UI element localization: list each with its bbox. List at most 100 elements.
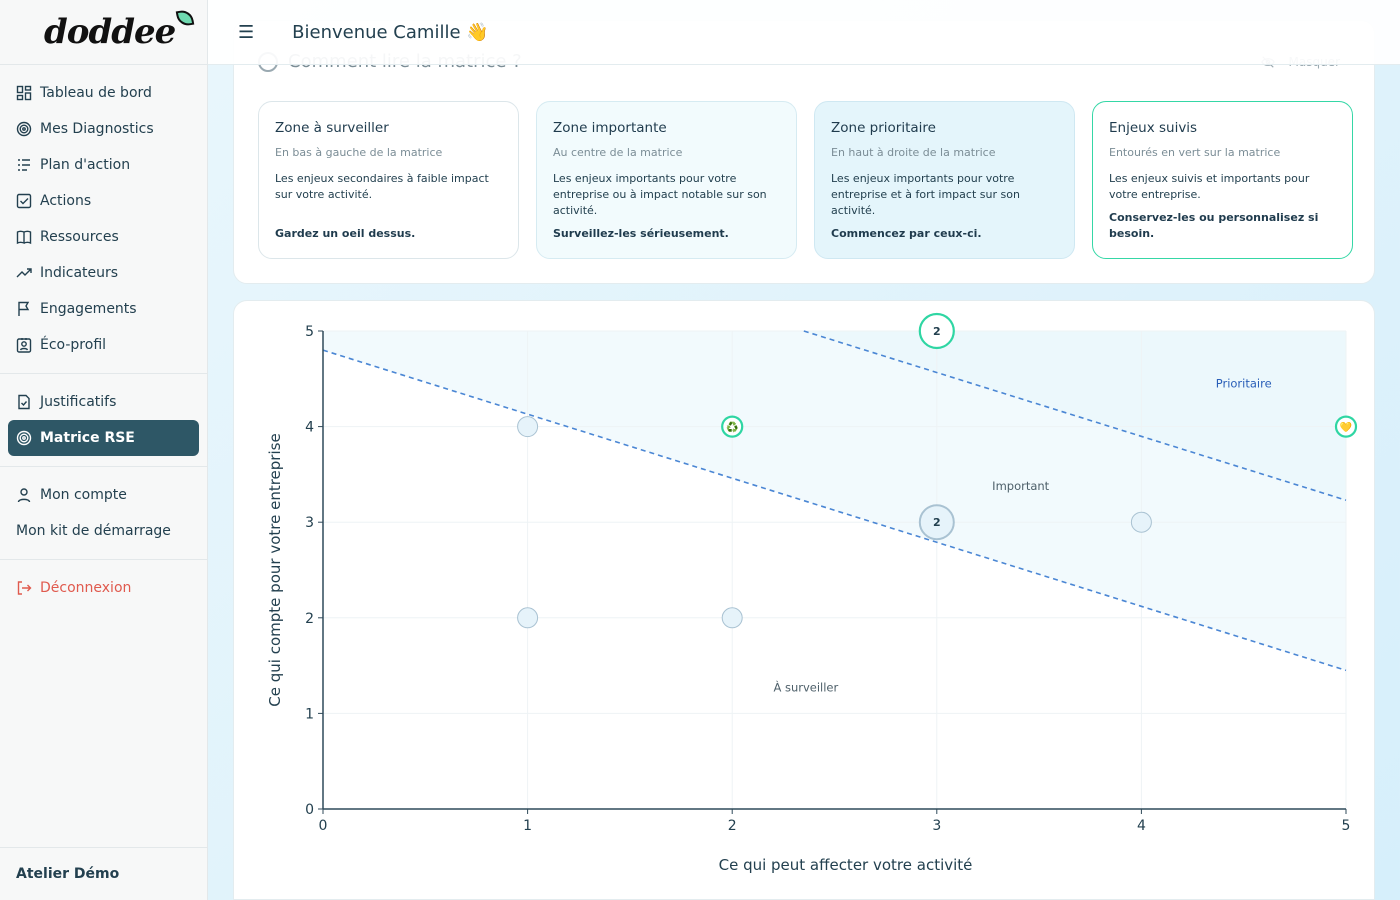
zone-label: Important	[992, 479, 1050, 493]
zone-card-importante: Zone importante Au centre de la matrice …	[536, 101, 797, 259]
tracked-issue-bubble[interactable]	[918, 312, 955, 350]
top-header: ☰ Bienvenue Camille 👋	[208, 0, 1400, 65]
rse-matrix-card: 0 1 2 3 4 5 0 1 2 3 4 5 Ce qui peut affecter votre a…	[233, 300, 1375, 900]
logout-button[interactable]: Déconnexion	[8, 570, 199, 606]
zone-title: Zone prioritaire	[831, 120, 936, 136]
organization-name[interactable]: Atelier Démo	[0, 847, 207, 900]
zone-title: Zone importante	[553, 120, 667, 136]
logout-label: Déconnexion	[40, 580, 132, 596]
sidebar-item-engagements[interactable]: Engagements	[8, 291, 199, 327]
sidebar-item-indicateurs[interactable]: Indicateurs	[8, 255, 199, 291]
document-icon	[16, 394, 32, 410]
logout-nav: Déconnexion	[0, 560, 207, 616]
logo-text: doddee	[44, 12, 176, 52]
x-tick-label: 4	[1137, 818, 1146, 834]
sidebar-item-kit-demarrage[interactable]: Mon kit de démarrage	[8, 513, 199, 549]
sidebar-item-matrice-rse[interactable]: Matrice RSE	[8, 420, 199, 456]
bubble-count-label: 2	[933, 516, 941, 529]
sidebar-item-label: Matrice RSE	[40, 430, 135, 446]
threshold-line	[322, 349, 1347, 672]
issue-bubble[interactable]	[1130, 511, 1152, 533]
flag-icon	[16, 301, 32, 317]
x-tick-label: 0	[319, 818, 328, 834]
sidebar-item-plan-d-action[interactable]: Plan d'action	[8, 147, 199, 183]
zone-label: Prioritaire	[1216, 377, 1272, 391]
x-tick-label: 3	[932, 818, 941, 834]
target-icon	[16, 430, 32, 446]
y-tick-label: 4	[305, 420, 314, 436]
account-nav: Mon compte Mon kit de démarrage	[0, 467, 207, 560]
sidebar-item-label: Mon compte	[40, 487, 127, 503]
y-tick-label: 1	[305, 706, 314, 722]
zone-title: Zone à surveiller	[275, 120, 389, 136]
sidebar-item-tableau-de-bord[interactable]: Tableau de bord	[8, 75, 199, 111]
zone-description: Les enjeux suivis et importants pour vot…	[1109, 172, 1310, 201]
sidebar-item-actions[interactable]: Actions	[8, 183, 199, 219]
zone-cta: Surveillez-les sérieusement.	[553, 227, 729, 240]
issue-emoji: ♻️	[726, 421, 738, 434]
zone-description: Les enjeux secondaires à faible impact s…	[275, 172, 489, 201]
main-nav: Tableau de bord Mes Diagnostics Plan d'a…	[0, 65, 207, 374]
logo[interactable]: doddee	[0, 0, 207, 65]
sidebar-item-label: Éco-profil	[40, 337, 107, 353]
bubble-count-label: 2	[933, 325, 941, 338]
tracked-issue-bubble[interactable]	[721, 415, 744, 438]
issue-bubble[interactable]	[721, 607, 743, 629]
sidebar-item-label: Plan d'action	[40, 157, 131, 173]
issue-bubble[interactable]	[517, 607, 539, 629]
zone-cards: Zone à surveiller En bas à gauche de la …	[258, 101, 1353, 259]
menu-icon[interactable]: ☰	[238, 21, 255, 43]
welcome-message: Bienvenue Camille 👋	[292, 21, 489, 43]
y-tick-label: 2	[305, 611, 314, 627]
zone-label: À surveiller	[773, 680, 838, 695]
zone-title: Enjeux suivis	[1109, 120, 1198, 136]
sidebar-item-label: Mon kit de démarrage	[16, 523, 171, 539]
zone-cta: Gardez un oeil dessus.	[275, 227, 416, 240]
leaf-icon	[175, 8, 195, 28]
zone-subtitle: Au centre de la matrice	[553, 146, 683, 159]
tracked-issue-bubble[interactable]	[1334, 415, 1358, 438]
sidebar-item-label: Mes Diagnostics	[40, 121, 154, 137]
zone-card-prioritaire: Zone prioritaire En haut à droite de la …	[814, 101, 1075, 259]
zone-description: Les enjeux importants pour votre entrepr…	[553, 172, 767, 217]
sidebar-item-eco-profil[interactable]: Éco-profil	[8, 327, 199, 363]
logout-icon	[16, 580, 32, 596]
y-axis-title: Ce qui compte pour votre entreprise	[266, 433, 284, 706]
issue-emoji: 💛	[1340, 422, 1353, 434]
x-axis-title: Ce qui peut affecter votre activité	[719, 856, 973, 874]
zone-card-surveiller: Zone à surveiller En bas à gauche de la …	[258, 101, 519, 259]
zone-subtitle: En bas à gauche de la matrice	[275, 146, 443, 159]
sidebar-item-label: Ressources	[40, 229, 119, 245]
threshold-line	[803, 330, 1347, 501]
rse-matrix-chart: 0 1 2 3 4 5 0 1 2 3 4 5 Ce qui peut affecter votre a…	[266, 312, 1358, 874]
zone-card-enjeux-suivis: Enjeux suivis Entourés en vert sur la ma…	[1092, 101, 1353, 259]
sidebar: doddee Tableau de bord Mes Diagnostics P…	[0, 0, 208, 900]
zone-subtitle: En haut à droite de la matrice	[831, 146, 996, 159]
trend-icon	[16, 265, 32, 281]
sidebar-item-label: Indicateurs	[40, 265, 119, 281]
issue-bubble[interactable]	[918, 504, 955, 541]
issue-bubble[interactable]	[517, 416, 539, 438]
y-tick-label: 0	[305, 802, 314, 818]
x-tick-label: 5	[1342, 818, 1351, 834]
sidebar-item-mon-compte[interactable]: Mon compte	[8, 477, 199, 513]
checkbox-icon	[16, 193, 32, 209]
zone-description: Les enjeux importants pour votre entrepr…	[831, 172, 1020, 217]
y-tick-label: 5	[305, 324, 314, 340]
zone-cta: Conservez-les ou personnalisez si besoin…	[1109, 211, 1319, 240]
sidebar-item-label: Engagements	[40, 301, 137, 317]
y-tick-label: 3	[305, 515, 314, 531]
sidebar-item-ressources[interactable]: Ressources	[8, 219, 199, 255]
secondary-nav: Justificatifs Matrice RSE	[0, 374, 207, 467]
sidebar-item-label: Actions	[40, 193, 92, 209]
user-icon	[16, 487, 32, 503]
sidebar-item-mes-diagnostics[interactable]: Mes Diagnostics	[8, 111, 199, 147]
sidebar-item-label: Justificatifs	[40, 394, 117, 410]
x-tick-label: 1	[523, 818, 532, 834]
sidebar-item-label: Tableau de bord	[40, 85, 152, 101]
badge-icon	[16, 337, 32, 353]
sidebar-item-justificatifs[interactable]: Justificatifs	[8, 384, 199, 420]
list-icon	[16, 157, 32, 173]
target-icon	[16, 121, 32, 137]
zone-cta: Commencez par ceux-ci.	[831, 227, 982, 240]
